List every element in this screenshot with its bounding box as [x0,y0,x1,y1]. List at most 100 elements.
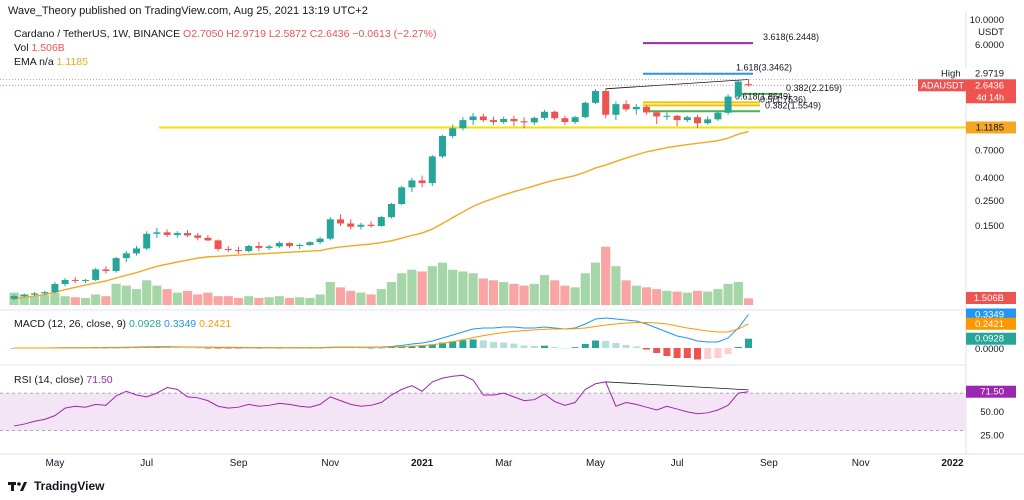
rsi-legend[interactable]: RSI (14, close) 71.50 [14,374,113,386]
macd-histogram-bar [449,341,457,348]
fib-level-label: 0.5(1.7536) [760,94,806,104]
macd-histogram-bar [530,346,538,348]
macd-histogram-bar [643,348,650,350]
candle-body [581,102,589,118]
candle-body [408,180,416,188]
volume-bar [91,294,101,305]
volume-bar [703,291,713,305]
candle-body [367,224,375,227]
last-price-tag-bg [966,79,1016,104]
macd-histogram-bar [184,347,191,349]
candle-body [643,106,650,113]
volume-bar [631,285,641,305]
macd-histogram-bar [632,346,640,348]
macd-line-value: 0.3349 [164,318,197,330]
macd-histogram-bar [602,341,610,348]
volume-bar [325,282,335,305]
candle-body [561,118,569,123]
time-axis-tick: 2021 [411,458,434,469]
macd-axis-zero: 0.0000 [975,344,1004,355]
tradingview-footer[interactable]: TradingView [8,479,104,493]
rsi-line [14,374,749,427]
volume-bar [590,262,601,305]
candle-body [163,232,171,235]
time-axis-tick: Jul [140,458,153,469]
price-axis-tick: 0.1500 [975,221,1004,232]
candle-body [541,111,548,118]
macd-histogram-bar [581,344,589,348]
volume-bar [386,282,397,305]
candle-body [653,112,661,117]
volume-bar [519,285,529,305]
candle-body [724,96,732,113]
time-axis-tick: Sep [760,458,778,469]
macd-histogram-bar [357,347,365,349]
volume-bar [254,297,264,305]
macd-histogram-bar [306,348,314,349]
macd-histogram-bar [204,348,212,349]
volume-bar [264,297,274,305]
volume-bar [733,282,743,305]
macd-histogram-bar [408,345,416,348]
macd-histogram-bar [561,348,569,349]
macd-histogram-bar [551,347,559,348]
volume-bar [19,294,29,305]
macd-histogram-bar [235,348,242,349]
volume-bar [427,266,437,305]
candle-body [357,224,365,227]
volume-bar [50,292,60,305]
candle-body [82,279,89,281]
macd-histogram-bar [398,346,406,348]
candle-body [418,180,426,184]
candle-body [286,243,293,246]
publisher-line: Wave_Theory published on TradingView.com… [8,5,368,17]
volume-bar [233,297,244,305]
volume-bar [397,273,407,305]
ema-label: EMA n/a [14,56,54,68]
macd-tag-bg [966,332,1016,345]
volume-bar [478,278,488,305]
ema-legend[interactable]: EMA n/a 1.1185 [14,56,88,68]
macd-histogram-bar [612,343,620,348]
volume-bar [570,287,580,305]
volume-bar [723,283,733,305]
candle-body [377,217,385,227]
volume-bar [223,296,233,305]
candle-body [143,233,151,249]
volume-bar [335,287,346,305]
volume-bar [295,297,305,305]
candle-body [194,235,202,238]
time-axis-tick: Mar [495,458,513,469]
candle-body [235,250,242,252]
macd-histogram-bar [479,340,487,348]
candle-body [520,121,528,123]
volume-bar [131,289,142,305]
price-axis-unit: USDT [978,27,1004,38]
candle-body [479,116,487,121]
macd-hist-value: 0.0928 [128,318,162,330]
rsi-tag: 71.50 [980,387,1004,398]
candle-body [275,243,283,247]
candle-body [694,117,701,124]
symbol-legend[interactable]: Cardano / TetherUS, 1W, BINANCE O2.7050 … [14,28,436,40]
time-axis-tick: Nov [321,458,339,469]
candle-body [316,238,324,243]
macd-legend[interactable]: MACD (12, 26, close, 9) 0.0928 0.3349 0.… [14,318,231,330]
volume-bar [488,280,499,305]
candle-body [224,248,232,251]
volume-bar [366,294,376,305]
macd-histogram-bar [714,348,722,358]
candle-body [602,91,610,115]
candle-body [398,187,406,205]
volume-bar [641,287,652,305]
volume-legend[interactable]: Vol 1.506B [14,42,65,54]
macd-histogram-bar [541,345,548,348]
volume-bar [60,296,70,305]
candle-body [265,246,273,248]
last-price-tag: 2.6436 [975,80,1004,91]
rsi-band-fill [0,393,966,431]
volume-bar [682,292,692,305]
candle-body [428,156,436,184]
volume-bar [121,285,131,305]
